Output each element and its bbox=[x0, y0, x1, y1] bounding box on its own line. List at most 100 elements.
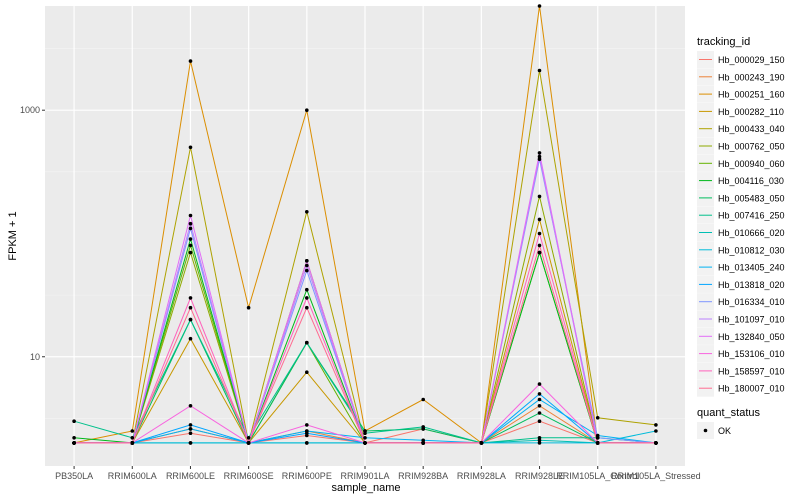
legend: tracking_id Hb_000029_150Hb_000243_190Hb… bbox=[697, 36, 785, 439]
data-point-Hb_101097_010-RRIM928LE bbox=[537, 154, 542, 159]
data-point-Hb_007416_250-RRIM901LA bbox=[363, 431, 367, 436]
data-point-Hb_016334_010-RRIM928LE bbox=[537, 157, 542, 161]
data-point-Hb_000282_110-RRIM600LE bbox=[188, 336, 193, 341]
legend-label-Hb_004116_030: Hb_004116_030 bbox=[718, 176, 784, 186]
legend-label-Hb_101097_010: Hb_101097_010 bbox=[718, 315, 785, 325]
legend-shape-title: quant_status bbox=[697, 407, 760, 419]
data-point-Hb_180007_010-RRIM901LA bbox=[363, 441, 367, 445]
x-tick-label: RRIM901LA bbox=[340, 471, 389, 481]
data-point-Hb_180007_010-RRIM928LA bbox=[479, 441, 484, 445]
legend-label-Hb_153106_010: Hb_153106_010 bbox=[718, 349, 785, 359]
data-point-Hb_158597_010-RRIM928LE bbox=[537, 231, 542, 236]
x-tick-label: RRIM600PE bbox=[282, 471, 332, 481]
data-point-Hb_000251_160-RRIM600LE bbox=[188, 59, 193, 63]
data-points bbox=[72, 4, 658, 445]
data-point-Hb_000433_040-RRIM600PE bbox=[305, 210, 309, 214]
legend-label-Hb_005483_050: Hb_005483_050 bbox=[718, 193, 785, 203]
data-point-Hb_010812_030-RRIM105LA_Stressed bbox=[654, 429, 658, 433]
legend-label-Hb_010666_020: Hb_010666_020 bbox=[718, 228, 785, 238]
data-point-Hb_180007_010-RRIM928LE bbox=[537, 243, 542, 248]
data-point-Hb_010812_030-RRIM600LE bbox=[188, 441, 193, 445]
data-point-Hb_000251_160-RRIM600SE bbox=[246, 305, 251, 310]
data-point-Hb_000433_040-RRIM105LA_Control bbox=[595, 416, 600, 420]
data-point-Hb_101097_010-RRIM600LE bbox=[188, 221, 193, 226]
x-tick-label: RRIM928LA bbox=[457, 471, 506, 481]
data-point-Hb_000282_110-RRIM600PE bbox=[305, 370, 309, 375]
y-tick-label: 1000 bbox=[20, 105, 40, 115]
legend-label-Hb_010812_030: Hb_010812_030 bbox=[718, 245, 785, 255]
data-point-Hb_180007_010-RRIM928BA bbox=[421, 441, 426, 445]
data-point-Hb_007416_250-RRIM928LE bbox=[537, 436, 542, 440]
x-tick-label: RRIM105LA_Stressed bbox=[611, 471, 701, 481]
data-point-Hb_013405_240-RRIM901LA bbox=[363, 436, 367, 440]
data-point-Hb_000251_160-RRIM928BA bbox=[421, 397, 426, 402]
data-point-Hb_153106_010-RRIM600LE bbox=[188, 404, 193, 408]
legend-color-items: Hb_000029_150 Hb_000243_190 Hb_000251_160 H… bbox=[697, 51, 785, 397]
y-axis: 10 1000 bbox=[20, 105, 45, 362]
data-point-Hb_000029_150-RRIM928LE bbox=[537, 419, 542, 424]
data-point-Hb_007416_250-RRIM928BA bbox=[421, 425, 426, 429]
data-point-Hb_016334_010-RRIM600LE bbox=[188, 226, 193, 231]
data-point-Hb_007416_250-RRIM600SE bbox=[246, 436, 251, 440]
data-point-Hb_153106_010-RRIM600PE bbox=[305, 423, 309, 427]
legend-label-Hb_000243_190: Hb_000243_190 bbox=[718, 72, 785, 82]
data-point-Hb_013405_240-RRIM928LE bbox=[537, 397, 542, 402]
data-point-Hb_000251_160-RRIM600LA bbox=[130, 429, 135, 433]
data-point-Hb_010812_030-RRIM600PE bbox=[305, 441, 309, 445]
data-point-Hb_004116_030-PB350LA bbox=[72, 436, 76, 440]
legend-label-Hb_013818_020: Hb_013818_020 bbox=[718, 280, 785, 290]
x-tick-label: RRIM600SE bbox=[224, 471, 274, 481]
legend-label-Hb_132840_050: Hb_132840_050 bbox=[718, 332, 785, 342]
legend-label-Hb_000762_050: Hb_000762_050 bbox=[718, 142, 785, 152]
legend-label-Hb_000251_160: Hb_000251_160 bbox=[718, 90, 785, 100]
data-point-Hb_000940_060-RRIM600LE bbox=[188, 243, 193, 248]
legend-label-Hb_016334_010: Hb_016334_010 bbox=[718, 297, 785, 307]
data-point-Hb_013405_240-RRIM600LE bbox=[188, 427, 193, 431]
data-point-Hb_004116_030-RRIM928LE bbox=[537, 250, 542, 255]
data-point-Hb_013818_020-RRIM600LE bbox=[188, 423, 193, 427]
legend-color-title: tracking_id bbox=[697, 36, 750, 48]
legend-label-Hb_000433_040: Hb_000433_040 bbox=[718, 124, 785, 134]
data-point-Hb_101097_010-RRIM600PE bbox=[305, 263, 309, 268]
legend-shape-label: OK bbox=[718, 426, 731, 436]
data-point-Hb_013405_240-RRIM928BA bbox=[421, 438, 426, 443]
data-point-Hb_180007_010-RRIM600LA bbox=[130, 441, 135, 445]
data-point-Hb_016334_010-RRIM105LA_Control bbox=[595, 436, 600, 440]
legend-label-Hb_000282_110: Hb_000282_110 bbox=[718, 107, 784, 117]
data-point-Hb_153106_010-RRIM928LE bbox=[537, 382, 542, 386]
data-point-Hb_000029_150-RRIM600LE bbox=[188, 431, 193, 436]
data-point-Hb_000433_040-RRIM600LE bbox=[188, 145, 193, 150]
data-point-Hb_000762_050-RRIM600LE bbox=[188, 250, 193, 255]
data-point-Hb_000251_160-RRIM600PE bbox=[305, 108, 309, 112]
legend-label-Hb_000940_060: Hb_000940_060 bbox=[718, 159, 785, 169]
data-point-Hb_007416_250-RRIM600PE bbox=[305, 340, 309, 345]
x-tick-label: RRIM600LE bbox=[166, 471, 215, 481]
data-point-Hb_005483_050-RRIM928LE bbox=[537, 411, 542, 415]
x-axis-title: sample_name bbox=[331, 482, 400, 494]
y-axis-title: FPKM + 1 bbox=[7, 211, 19, 260]
x-tick-label: RRIM928LE bbox=[515, 471, 564, 481]
y-tick-label: 10 bbox=[30, 352, 40, 362]
data-point-Hb_158597_010-RRIM600PE bbox=[305, 296, 309, 300]
x-axis: PB350LA RRIM600LA RRIM600LE RRIM600SE RRIM60… bbox=[55, 466, 701, 481]
x-tick-label: RRIM105LA_Control bbox=[556, 471, 639, 481]
data-point-Hb_013818_020-RRIM600PE bbox=[305, 431, 309, 436]
data-point-Hb_010666_020-RRIM928LE bbox=[537, 438, 542, 443]
data-point-Hb_132840_050-RRIM600LE bbox=[188, 213, 193, 218]
data-point-Hb_007416_250-RRIM600LA bbox=[130, 436, 135, 440]
data-point-Hb_000433_040-RRIM105LA_Stressed bbox=[654, 423, 658, 427]
gridlines bbox=[45, 6, 685, 466]
legend-label-Hb_007416_250: Hb_007416_250 bbox=[718, 211, 785, 221]
data-point-Hb_132840_050-RRIM600PE bbox=[305, 259, 309, 263]
data-point-Hb_000762_050-RRIM928LE bbox=[537, 194, 542, 199]
x-tick-label: RRIM600LA bbox=[108, 471, 157, 481]
data-point-Hb_013818_020-RRIM928LE bbox=[537, 392, 542, 396]
data-point-Hb_180007_010-PB350LA bbox=[72, 441, 76, 445]
data-point-Hb_000243_190-RRIM928LE bbox=[537, 404, 542, 408]
data-point-Hb_016334_010-RRIM600PE bbox=[305, 268, 309, 273]
data-point-Hb_000251_160-RRIM928LE bbox=[537, 4, 542, 8]
data-point-Hb_180007_010-RRIM600SE bbox=[246, 441, 251, 445]
data-point-Hb_004116_030-RRIM600LE bbox=[188, 237, 193, 241]
data-point-Hb_180007_010-RRIM105LA_Control bbox=[595, 441, 600, 445]
